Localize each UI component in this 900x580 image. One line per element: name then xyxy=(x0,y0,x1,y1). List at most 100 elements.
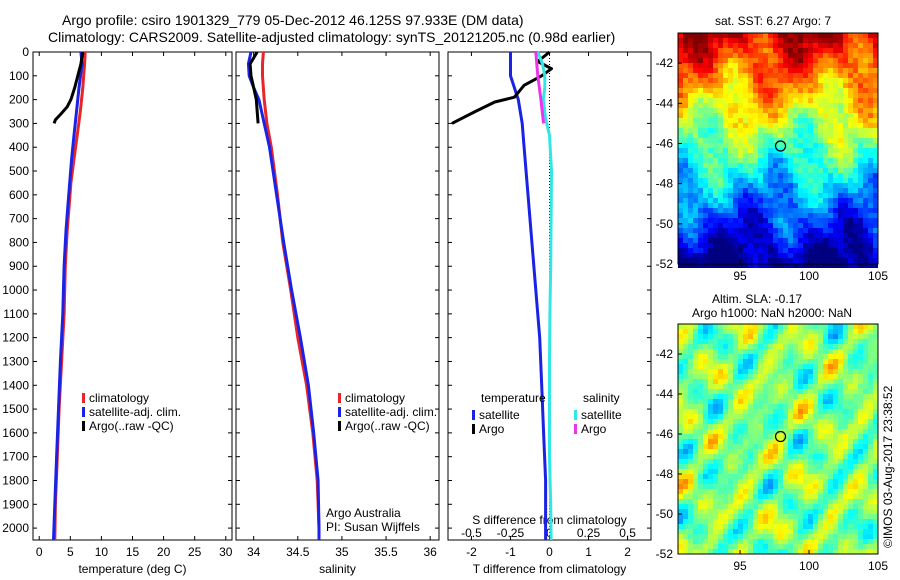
map-cell xyxy=(683,329,688,334)
map-cell xyxy=(698,369,703,374)
map-cell xyxy=(858,354,863,359)
map-cell xyxy=(678,193,683,198)
map-cell xyxy=(863,173,868,178)
map-cell xyxy=(763,524,768,529)
map-cell xyxy=(768,88,773,93)
map-row xyxy=(678,243,878,248)
map-cell xyxy=(818,223,823,228)
map-cell xyxy=(728,193,733,198)
map-cell xyxy=(683,128,688,133)
map-cell xyxy=(723,434,728,439)
map-cell xyxy=(793,514,798,519)
map-cell xyxy=(808,228,813,233)
map-cell xyxy=(723,409,728,414)
map-cell xyxy=(783,459,788,464)
map-cell xyxy=(743,424,748,429)
map-cell xyxy=(723,188,728,193)
map-cell xyxy=(838,444,843,449)
y-tick-label: 0 xyxy=(22,45,29,59)
map-cell xyxy=(798,208,803,213)
map-cell xyxy=(688,544,693,549)
map-cell xyxy=(693,379,698,384)
map-cell xyxy=(833,183,838,188)
map-cell xyxy=(793,168,798,173)
map-cell xyxy=(733,263,738,268)
map-cell xyxy=(738,173,743,178)
map-cell xyxy=(718,208,723,213)
map-cell xyxy=(798,334,803,339)
map-cell xyxy=(718,243,723,248)
map-cell xyxy=(678,83,683,88)
map-cell xyxy=(848,429,853,434)
map-cell xyxy=(873,148,878,153)
map-cell xyxy=(853,364,858,369)
map-cell xyxy=(838,384,843,389)
map-cell xyxy=(773,384,778,389)
map-cell xyxy=(833,118,838,123)
map-cell xyxy=(698,394,703,399)
map-cell xyxy=(718,58,723,63)
map-cell xyxy=(718,469,723,474)
map-cell xyxy=(763,374,768,379)
map-cell xyxy=(763,384,768,389)
map-cell xyxy=(698,494,703,499)
map-cell xyxy=(778,504,783,509)
map-cell xyxy=(728,449,733,454)
map-cell xyxy=(703,514,708,519)
map-cell xyxy=(733,128,738,133)
map-row xyxy=(678,429,878,434)
map-cell xyxy=(853,389,858,394)
map-cell xyxy=(833,123,838,128)
map-cell xyxy=(783,38,788,43)
map-cell xyxy=(838,183,843,188)
map-cell xyxy=(683,143,688,148)
map-cell xyxy=(713,404,718,409)
map-cell xyxy=(733,394,738,399)
map-cell xyxy=(693,349,698,354)
map-cell xyxy=(848,349,853,354)
map-cell xyxy=(723,248,728,253)
map-cell xyxy=(873,233,878,238)
legend-swatch xyxy=(82,393,85,403)
map-cell xyxy=(843,123,848,128)
map-cell xyxy=(678,494,683,499)
map-cell xyxy=(853,53,858,58)
map-cell xyxy=(758,424,763,429)
map-cell xyxy=(793,469,798,474)
map-cell xyxy=(683,524,688,529)
map-cell xyxy=(858,499,863,504)
map-cell xyxy=(748,188,753,193)
map-cell xyxy=(838,354,843,359)
map-cell xyxy=(698,384,703,389)
map-cell xyxy=(743,434,748,439)
map-cell xyxy=(683,439,688,444)
map-cell xyxy=(833,103,838,108)
map-cell xyxy=(838,78,843,83)
map-cell xyxy=(728,374,733,379)
sst-map-title: sat. SST: 6.27 Argo: 7 xyxy=(715,14,831,28)
map-frame xyxy=(677,32,879,265)
map-cell xyxy=(788,499,793,504)
map-cell xyxy=(723,459,728,464)
map-cell xyxy=(818,539,823,544)
map-cell xyxy=(713,128,718,133)
map-cell xyxy=(818,68,823,73)
map-cell xyxy=(863,504,868,509)
map-cell xyxy=(683,228,688,233)
map-cell xyxy=(723,519,728,524)
map-cell xyxy=(753,228,758,233)
map-cell xyxy=(678,379,683,384)
map-cell xyxy=(723,504,728,509)
map-cell xyxy=(808,344,813,349)
map-cell xyxy=(713,258,718,263)
map-cell xyxy=(828,519,833,524)
map-cell xyxy=(708,504,713,509)
map-cell xyxy=(803,153,808,158)
map-cell xyxy=(798,544,803,549)
map-cell xyxy=(838,484,843,489)
map-cell xyxy=(778,484,783,489)
map-cell xyxy=(753,68,758,73)
map-cell xyxy=(798,529,803,534)
y-tick-label: 1300 xyxy=(2,354,29,368)
map-cell xyxy=(768,469,773,474)
